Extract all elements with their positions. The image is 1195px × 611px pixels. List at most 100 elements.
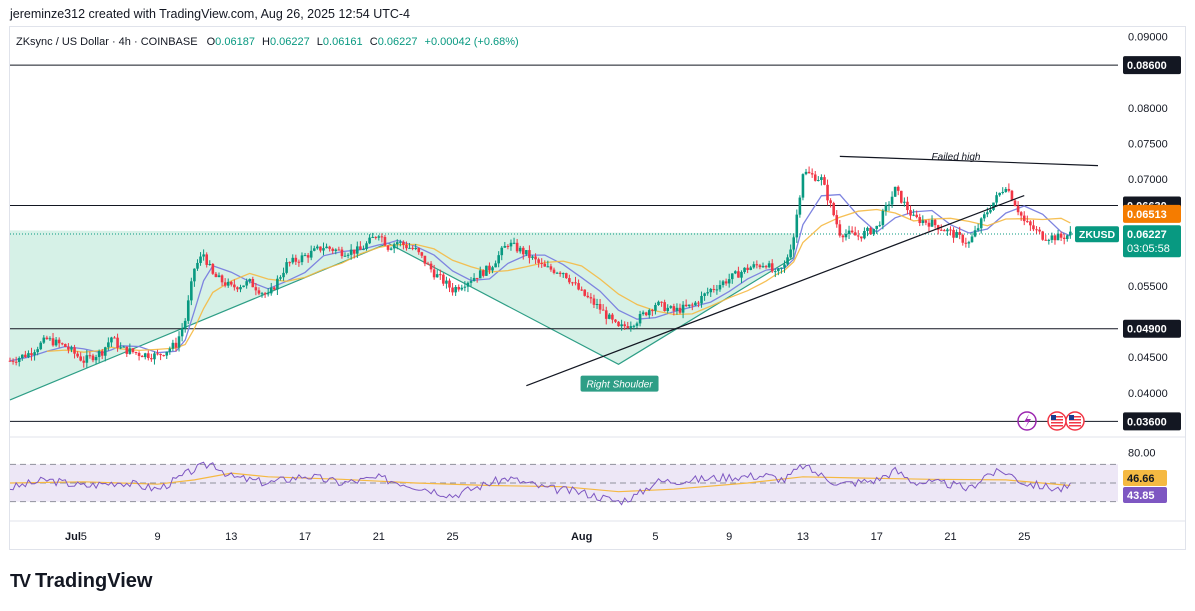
candle-body [687,304,691,307]
candle-body [810,173,814,175]
candle-body [884,205,888,211]
candle-body [761,266,765,268]
candle-body [1001,191,1005,193]
candle-body [485,265,488,276]
pattern-area [10,230,794,400]
candle-body [866,227,869,231]
candle-body [678,307,682,313]
candle-body [632,325,636,327]
flag-icon-ring [1047,411,1067,431]
candle-body [955,232,958,238]
candle-body [730,273,734,280]
candle-body [223,282,227,286]
candle-body [285,262,288,273]
candle-body [734,271,737,274]
high-label: H [262,36,270,48]
candle-body [337,249,341,251]
candle-body [193,268,196,282]
candle-body [875,225,879,229]
candle-body [67,346,70,350]
candle-body [638,314,642,324]
candle-body [970,236,974,243]
candle-body [472,277,476,282]
candle-body [168,348,172,352]
candle-body [423,255,427,264]
candle-body [853,232,857,236]
candle-body [626,326,630,328]
price-axis-tick: 0.04000 [1128,388,1168,400]
candle-body [737,271,740,278]
candle-body [712,288,716,290]
candle-body [24,354,27,358]
candle-body [365,243,368,250]
candle-body [368,237,371,244]
candle-body [1041,231,1044,240]
candle-body [703,293,706,296]
candle-body [97,351,101,358]
candle-body [171,342,175,349]
candle-body [251,279,255,288]
candle-body [190,281,193,301]
candle-body [598,304,602,310]
candle-body [986,212,989,215]
candle-body [651,310,654,312]
candle-body [933,219,937,226]
candle-body [248,279,252,282]
flag-icon-canton [1051,415,1056,420]
candle-body [134,352,138,354]
candle-body [623,324,626,327]
candle-body [564,273,568,279]
candle-body [239,287,242,290]
lightning-icon [1017,411,1037,431]
candle-body [405,244,408,249]
rsi-ma-badge-label: 46.66 [1127,473,1155,485]
open-label: O [206,36,216,48]
candle-body [1038,229,1041,232]
candle-body [801,174,805,198]
candle-body [890,196,894,205]
candle-body [611,314,614,320]
flag-icon-2 [1065,411,1085,431]
candle-body [463,286,467,288]
candle-body [389,248,393,250]
candle-body [346,254,350,256]
candle-body [119,347,122,349]
candle-body [76,353,79,357]
symbol-title[interactable]: ZKsync / US Dollar · 4h · COINBASE [16,36,198,48]
rsi-line [9,461,1071,506]
candle-body [386,245,390,250]
candle-body [220,275,224,283]
tradingview-brand[interactable]: TV TradingView [10,570,152,593]
candle-body [921,220,925,223]
rsi-value-badge-label: 43.85 [1127,490,1155,502]
candle-body [740,271,743,278]
candle-body [359,246,362,250]
candle-body [100,351,104,356]
candle-body [153,353,156,360]
time-axis-tick: Aug [571,531,592,543]
candle-body [36,349,39,353]
last-price-badge [1123,225,1181,258]
flag-icon-canton [1069,415,1074,420]
candle-body [1022,215,1026,222]
candle-body [322,248,325,251]
candle-body [878,225,882,227]
candle-body [644,312,648,316]
time-axis-tick: 25 [446,531,458,543]
candle-body [300,255,304,263]
candle-body [764,266,768,268]
candle-body [306,255,310,258]
candle-body [924,220,928,223]
candle-body [881,210,885,226]
candle-body [583,289,587,296]
candle-body [835,215,839,225]
candle-body [752,264,756,268]
candle-body [482,270,485,276]
candle-body [242,285,245,288]
candle-body [1062,237,1066,239]
candle-body [233,284,236,288]
candle-body [989,209,992,213]
candle-body [429,263,433,270]
candle-body [1047,239,1051,241]
